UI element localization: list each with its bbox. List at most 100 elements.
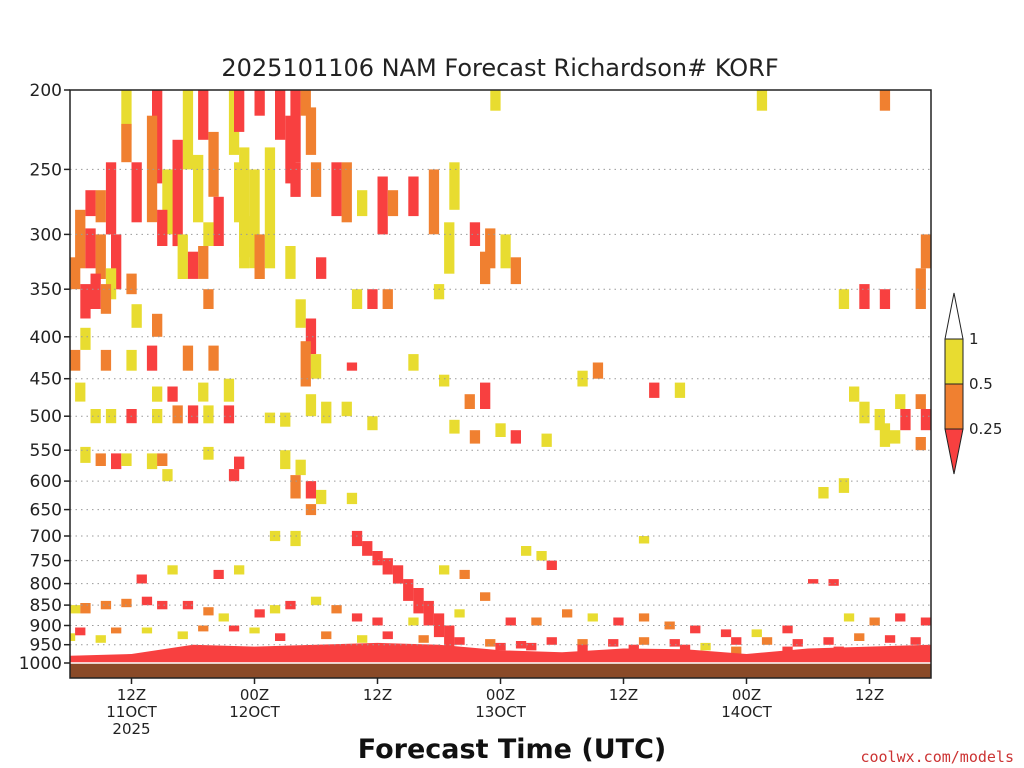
ri-cell-163 [536, 551, 547, 561]
ri-cell-129 [305, 481, 317, 499]
ri-cell-24 [95, 190, 106, 223]
ri-cell-55 [126, 273, 137, 295]
ri-cell-90 [649, 382, 660, 398]
x-axis-label: Forecast Time (UTC) [358, 734, 666, 765]
richardson-cells [70, 90, 931, 654]
ri-cell-82 [310, 354, 322, 379]
ri-cell-76 [100, 349, 112, 371]
x-tick-label-54-0: 12Z [609, 686, 638, 704]
ri-cell-45 [480, 251, 491, 285]
ri-cell-229 [669, 639, 680, 647]
ri-cell-59 [198, 246, 209, 279]
ri-cell-209 [95, 635, 106, 643]
ri-cell-26 [193, 154, 204, 223]
ri-cell-57 [177, 234, 188, 279]
ri-cell-14 [146, 115, 158, 223]
ri-cell-166 [459, 569, 470, 579]
ri-cell-98 [321, 401, 332, 424]
x-tick-label-66-0: 00Z [732, 686, 761, 704]
ri-cell-127 [228, 469, 240, 482]
x-tick-label-42-0: 00Z [486, 686, 515, 704]
ri-cell-240 [577, 644, 588, 653]
ri-cell-74 [80, 327, 91, 350]
ri-cell-29 [249, 169, 260, 269]
ri-cell-210 [75, 627, 86, 636]
ri-cell-167 [213, 569, 224, 579]
ri-cell-9 [300, 90, 311, 116]
ri-cell-164 [546, 560, 557, 570]
ri-cell-202 [751, 629, 762, 638]
ri-cell-207 [920, 617, 931, 626]
ri-cell-173 [638, 536, 650, 544]
ri-cell-109 [341, 401, 352, 417]
ri-cell-22 [131, 162, 142, 223]
ri-cell-217 [275, 633, 286, 641]
ri-cell-44 [444, 222, 455, 274]
ri-cell-176 [100, 600, 112, 610]
ri-cell-153 [362, 541, 373, 556]
ri-cell-123 [234, 456, 245, 470]
ri-cell-94 [198, 382, 209, 402]
ri-cell-195 [562, 609, 573, 618]
ri-cell-182 [218, 613, 229, 622]
ground-fill [70, 663, 931, 678]
ri-cell-183 [254, 609, 265, 618]
ri-cell-125 [295, 459, 306, 476]
ri-cell-168 [234, 565, 245, 575]
ri-cell-23 [85, 190, 96, 217]
ri-cell-231 [731, 637, 742, 645]
ri-cell-193 [505, 617, 516, 626]
ri-cell-48 [95, 234, 106, 279]
ri-cell-175 [80, 603, 91, 614]
ri-cell-230 [700, 642, 711, 651]
ri-cell-239 [526, 642, 537, 651]
ri-cell-133 [874, 409, 885, 431]
ri-cell-10 [490, 90, 501, 111]
y-tick-label-800: 800 [30, 575, 62, 595]
ri-cell-50 [70, 257, 81, 290]
ri-cell-200 [690, 625, 701, 634]
x-tick-label-6-0: 12Z [117, 686, 146, 704]
ri-cell-131 [346, 492, 358, 505]
ri-cell-204 [843, 613, 855, 622]
ri-cell-86 [480, 382, 491, 409]
ri-cell-241 [628, 644, 639, 653]
ri-cell-58 [187, 251, 199, 279]
ri-cell-203 [782, 625, 793, 634]
ri-cell-216 [249, 627, 260, 634]
ri-cell-198 [638, 613, 650, 622]
ri-cell-32 [331, 162, 342, 217]
ri-cell-112 [469, 430, 481, 444]
x-tick-label-6-1: 11OCT [106, 703, 157, 721]
ri-cell-165 [439, 565, 450, 575]
ri-cell-73 [433, 284, 445, 300]
ri-cell-218 [321, 631, 332, 640]
ri-cell-161 [444, 625, 455, 649]
ri-cell-88 [592, 362, 604, 379]
ri-cell-211 [111, 627, 122, 634]
colorbar-legend: 1 0.5 0.25 [944, 292, 1002, 475]
ri-cell-118 [111, 453, 122, 470]
credit-text[interactable]: coolwx.com/models [860, 748, 1014, 766]
ri-cell-33 [341, 162, 352, 223]
ri-cell-85 [439, 374, 450, 387]
ri-cell-232 [761, 637, 773, 645]
ri-cell-120 [146, 453, 158, 470]
ri-cell-136 [895, 394, 906, 409]
ri-cell-154 [372, 551, 383, 566]
ri-cell-75 [70, 349, 81, 371]
ri-cell-115 [541, 433, 552, 447]
ri-cell-236 [884, 635, 896, 643]
ri-cell-52 [105, 268, 117, 300]
ri-cell-212 [141, 627, 153, 634]
ri-cell-102 [152, 409, 163, 424]
ri-cell-162 [521, 546, 532, 556]
ri-cell-40 [469, 222, 481, 246]
ri-cell-192 [480, 592, 491, 601]
colorbar-0-5-to-1 [944, 338, 964, 385]
ri-cell-63 [285, 246, 296, 279]
ri-cell-116 [80, 446, 91, 463]
ri-cell-234 [823, 637, 834, 645]
ri-cell-91 [674, 382, 686, 398]
